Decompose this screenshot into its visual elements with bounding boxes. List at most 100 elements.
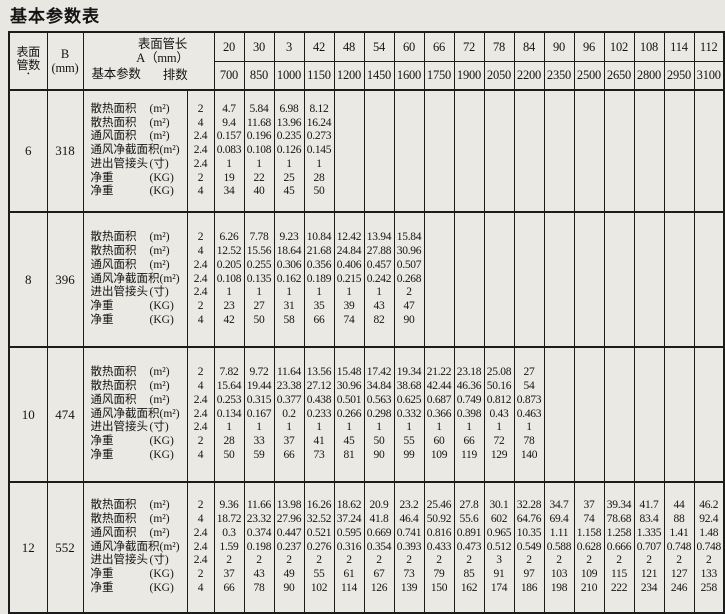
row-count-stack: 2 4 2.4 2.4 2.4 2 4	[188, 231, 214, 328]
data-value: 0.189	[306, 272, 332, 285]
row-count-cell: 2 4 2.4 2.4 2.4 2 4	[186, 211, 215, 348]
header-tube-line1: 表面	[16, 44, 41, 59]
header-length-mm-1200: 1200	[333, 61, 365, 91]
data-value: 9.23	[279, 231, 299, 244]
data-value: 16.26	[306, 499, 332, 512]
data-cell: 15.48 30.96 0.501 0.266 1 45 81	[333, 346, 365, 483]
data-cell: 23.18 46.36 0.749 0.398 1 66 119	[453, 346, 485, 483]
data-cell: 15.84 30.96 0.507 0.268 2 47 90	[393, 211, 425, 348]
data-value: 1.48	[699, 526, 719, 539]
data-value: 102	[310, 581, 328, 594]
data-stack: 9.36 18.72 0.3 1.59 2 37 66	[215, 499, 244, 596]
data-value: 1	[376, 286, 382, 299]
data-value: 198	[550, 581, 568, 594]
param-labels-stack: 散热面积 (m²) 散热面积 (m²) 通风面积 (m²) 通风净截面积 (m²) 进出管接头(…	[84, 103, 187, 200]
data-value: 0.253	[216, 393, 242, 406]
data-value: 0.816	[426, 526, 452, 539]
data-cell: 18.62 37.24 0.595 0.316 2 61 114	[333, 481, 365, 614]
param-label-line: 净重 (KG)	[84, 449, 187, 463]
param-label-line: 通风面积 (m²)	[84, 394, 187, 408]
row-count-value: 4	[197, 116, 204, 129]
data-value: 15.56	[246, 245, 272, 257]
data-value: 0.628	[576, 540, 602, 553]
data-value: 30.96	[336, 380, 362, 392]
data-value: 0.135	[246, 272, 272, 285]
param-label: 通风面积	[90, 130, 137, 143]
row-count-value: 2.4	[193, 540, 208, 553]
data-cell: 32.28 64.76 10.35 0.549 2 97 186	[513, 481, 545, 614]
data-value: 0.268	[396, 272, 422, 285]
data-cell: 44 88 1.41 0.748 2 127 246	[663, 481, 695, 614]
row-count-value: 2.4	[193, 526, 208, 539]
data-cell: 21.22 42.44 0.687 0.366 1 60 109	[423, 346, 455, 483]
param-label: 通风面积	[90, 526, 137, 539]
header-length-value-102: 102	[603, 31, 635, 62]
data-value: 139	[400, 581, 418, 594]
header-length-mm-2950: 2950	[663, 61, 695, 91]
row-count-value: 4	[197, 513, 204, 525]
data-value: 50	[253, 313, 265, 326]
data-stack: 44 88 1.41 0.748 2 127 246	[665, 499, 694, 596]
data-value: 8.12	[309, 102, 329, 115]
data-cell	[513, 89, 545, 213]
data-value: 45	[343, 435, 355, 448]
param-label: 净重	[90, 185, 114, 198]
data-value: 83.4	[639, 513, 659, 525]
data-stack: 9.23 18.64 0.306 0.162 1 31 58	[275, 231, 304, 328]
data-value: 0.108	[246, 144, 272, 157]
data-value: 1.335	[636, 526, 662, 539]
data-stack: 27 54 0.873 0.463 1 78 140	[515, 366, 544, 463]
data-value: 0.255	[246, 258, 272, 271]
data-value: 43	[253, 568, 265, 581]
row-count-value: 2	[197, 231, 204, 244]
data-value: 2	[676, 554, 682, 567]
data-cell	[363, 89, 395, 213]
param-labels-stack: 散热面积 (m²) 散热面积 (m²) 通风面积 (m²) 通风净截面积 (m²) 进出管接头(…	[84, 499, 187, 596]
data-value: 60	[433, 435, 445, 448]
data-value: 0.501	[336, 393, 362, 406]
data-value: 1	[226, 286, 232, 299]
data-value: 67	[373, 568, 385, 581]
data-value: 13.56	[306, 366, 332, 379]
group-row-tubes-10: 10 474 散热面积 (m²) 散热面积 (m²) 通风面积 (m²) 通风净截面积 (m²) 进…	[8, 346, 725, 483]
data-stack: 19.34 38.68 0.625 0.332 1 55 99	[395, 366, 424, 463]
data-value: 41.7	[639, 499, 659, 512]
data-value: 66	[313, 313, 325, 326]
b-value: 318	[46, 89, 84, 213]
data-cell	[573, 211, 605, 348]
data-value: 42.44	[426, 380, 452, 392]
data-value: 119	[461, 448, 477, 461]
data-value: 12.52	[216, 245, 242, 257]
data-value: 0.741	[396, 526, 422, 539]
header-row-count-label: 排数	[162, 68, 188, 82]
header-length-value-84: 84	[513, 31, 545, 62]
param-label: 净重	[90, 313, 114, 326]
header-length-mm-1150: 1150	[303, 61, 335, 91]
param-label-line: 通风净截面积 (m²)	[84, 144, 187, 158]
data-value: 92.4	[699, 513, 719, 525]
data-value: 0.43	[489, 407, 509, 420]
data-value: 19	[223, 171, 235, 184]
data-cell: 9.72 19.44 0.315 0.167 1 33 59	[243, 346, 275, 483]
data-value: 90	[373, 448, 385, 461]
data-stack: 23.2 46.4 0.741 0.393 2 73 139	[395, 499, 424, 596]
row-count-stack: 2 4 2.4 2.4 2.4 2 4	[188, 103, 214, 200]
data-value: 2	[586, 554, 592, 567]
param-label: 散热面积	[90, 366, 137, 379]
b-value: 396	[46, 211, 84, 348]
row-count-value: 2.4	[193, 286, 208, 299]
data-value: 11.68	[247, 116, 271, 129]
header-surface-tube-length-label: 表面管长 A（mm）	[120, 37, 206, 65]
row-count-value: 2	[197, 102, 204, 115]
data-stack: 13.94 27.88 0.457 0.242 1 43 82	[365, 231, 394, 328]
data-value: 47	[403, 300, 415, 313]
data-value: 0.315	[246, 393, 272, 406]
b-value: 552	[46, 481, 84, 614]
data-value: 43	[373, 300, 385, 313]
data-cell: 11.64 23.38 0.377 0.2 1 37 66	[273, 346, 305, 483]
data-value: 28	[223, 435, 235, 448]
data-cell	[453, 211, 485, 348]
param-labels-stack: 散热面积 (m²) 散热面积 (m²) 通风面积 (m²) 通风净截面积 (m²) 进出管接头(…	[84, 231, 187, 328]
data-value: 0.134	[216, 407, 242, 420]
data-value: 162	[460, 581, 478, 594]
